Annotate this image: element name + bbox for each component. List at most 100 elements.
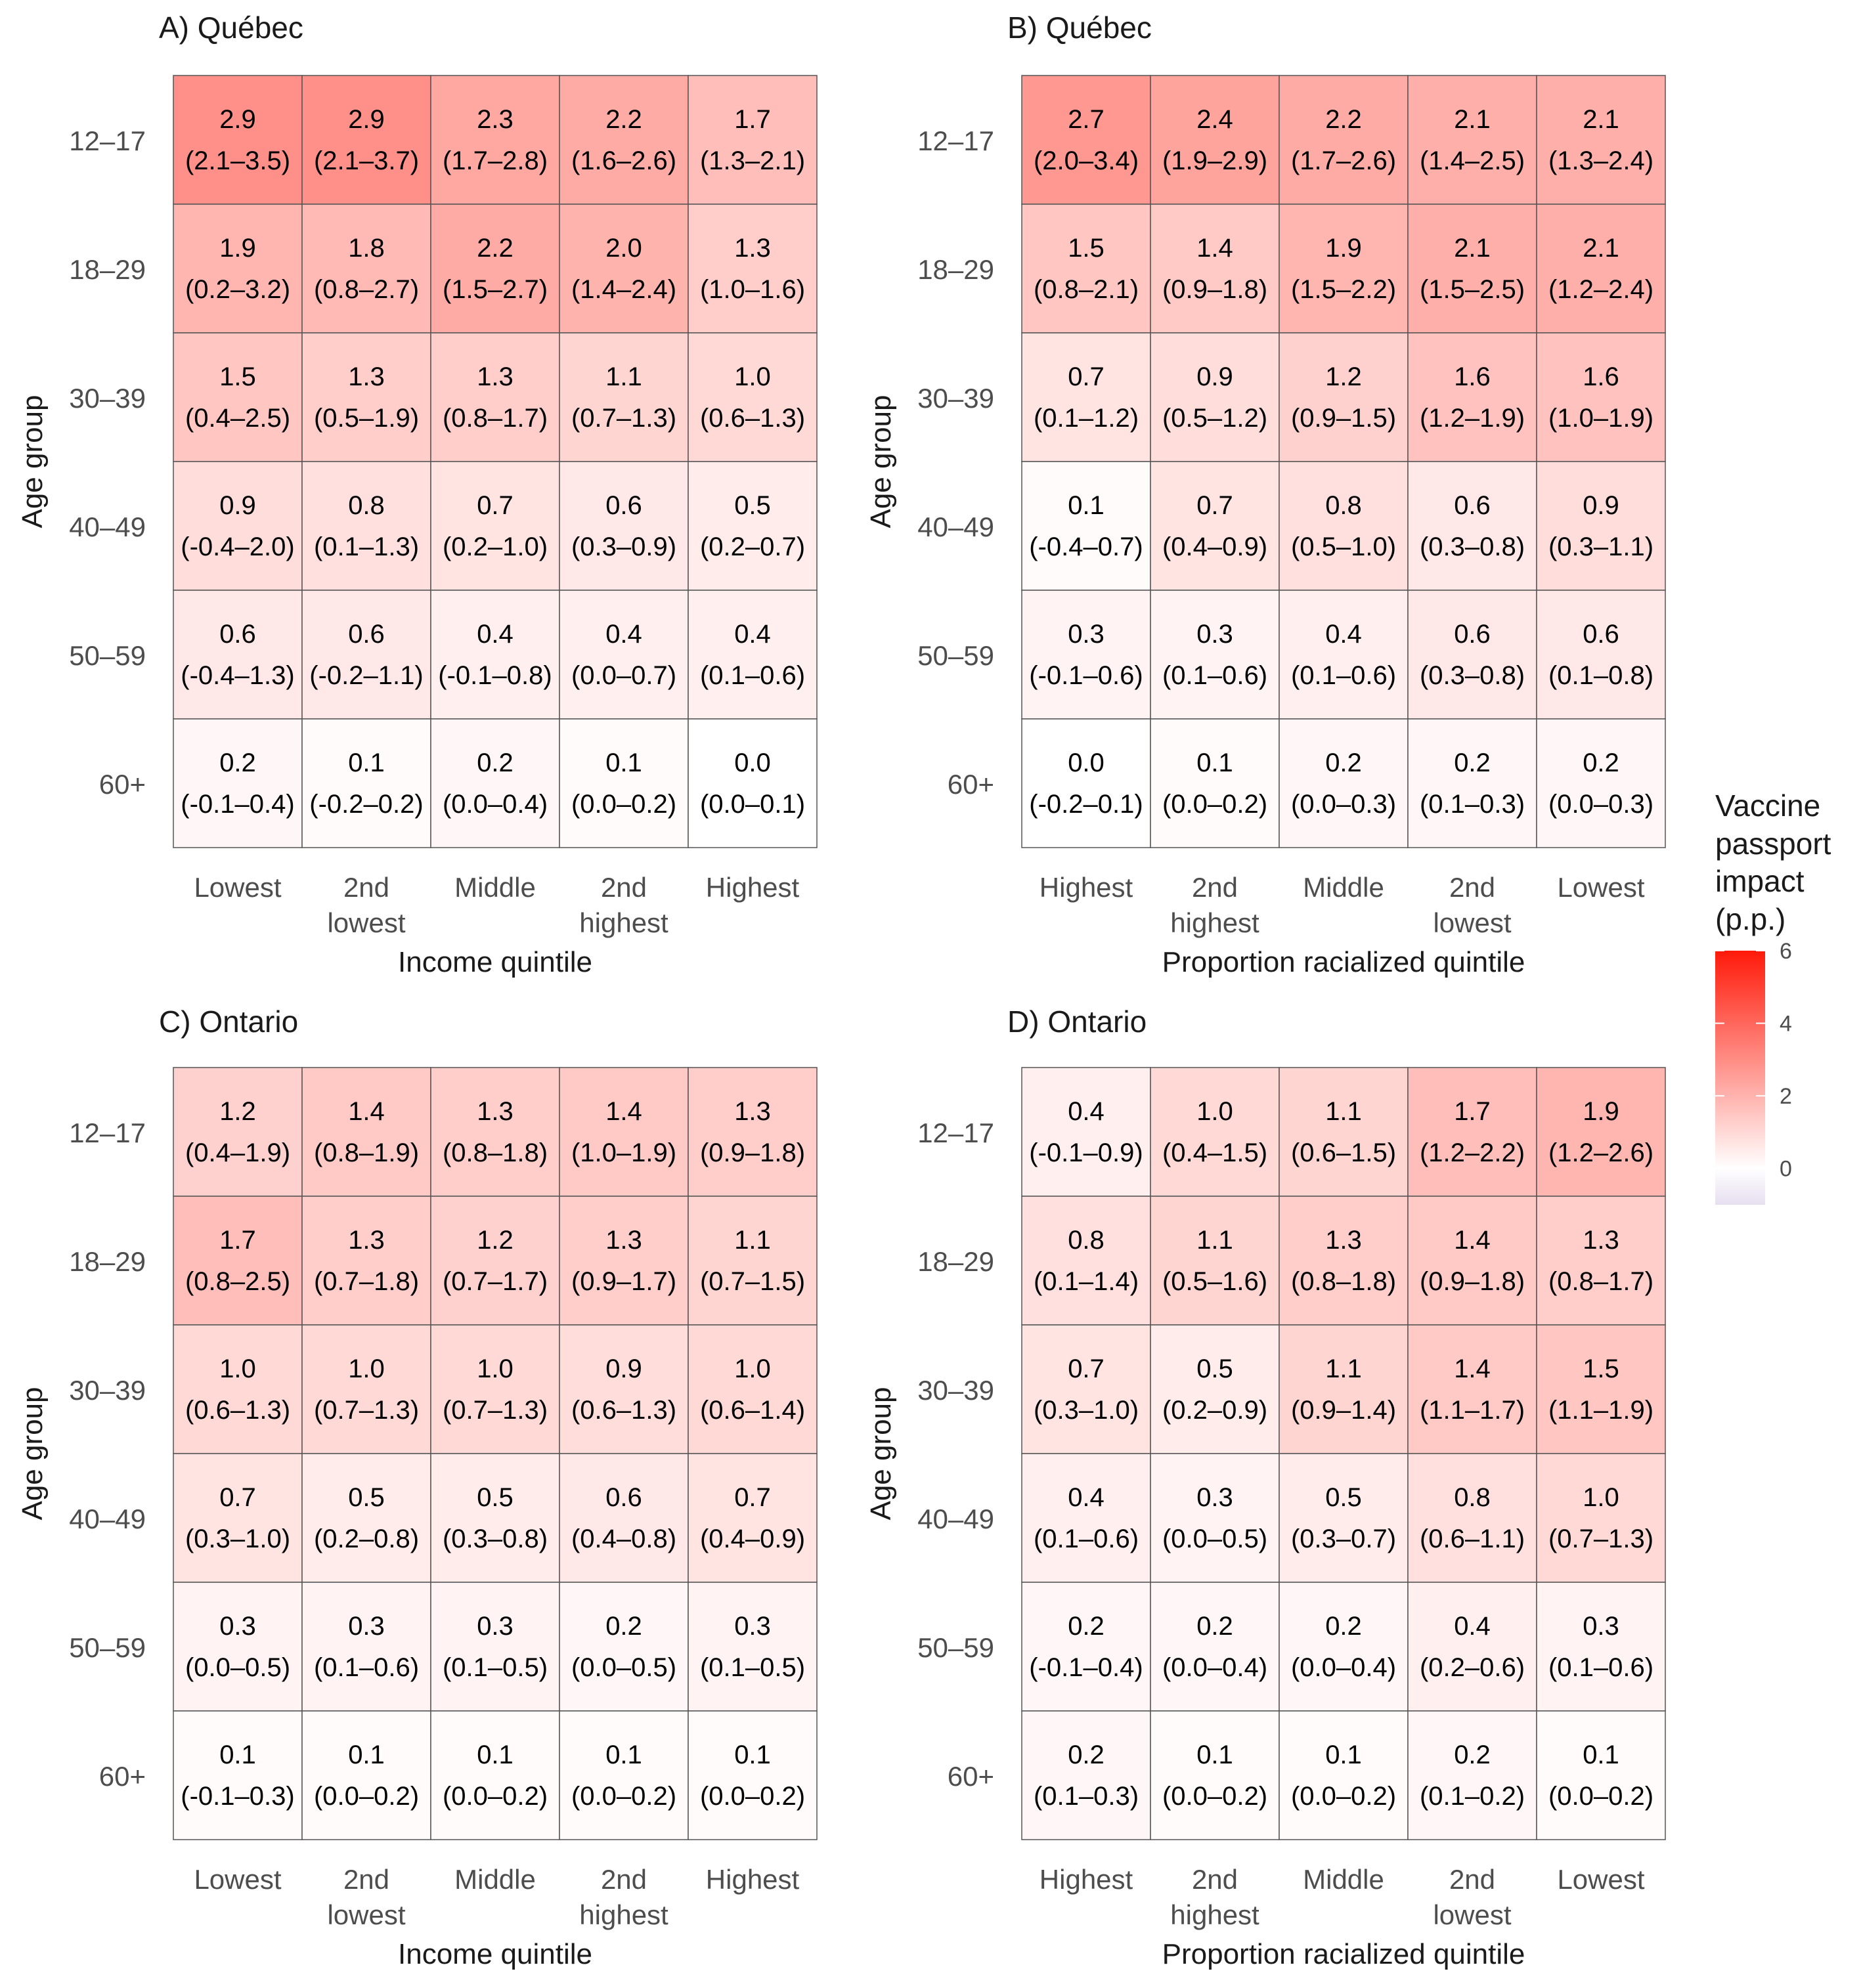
cell-value-label: 2.1	[1583, 105, 1619, 134]
y-tick-label: 30–39	[917, 1375, 994, 1406]
x-tick-label: 2nd	[343, 872, 389, 903]
cell-interval-label: (0.2–0.7)	[700, 532, 805, 561]
cell-value-label: 0.0	[734, 748, 771, 777]
heatmap-cell	[1279, 590, 1409, 720]
cell-interval-label: (0.7–1.3)	[314, 1396, 419, 1425]
cell-interval-label: (0.3–1.0)	[1034, 1396, 1139, 1425]
heatmap-cell	[1279, 1453, 1409, 1583]
heatmap-cell	[1407, 1324, 1537, 1454]
cell-interval-label: (-0.1–0.3)	[181, 1782, 294, 1811]
y-tick-label: 40–49	[917, 1503, 994, 1534]
cell-interval-label: (-0.1–0.4)	[1029, 1653, 1143, 1682]
x-tick-label: Lowest	[194, 872, 281, 903]
x-tick-label: highest	[1170, 907, 1259, 938]
heatmap-cell	[559, 590, 689, 720]
heatmap-cell	[430, 1324, 560, 1454]
cell-interval-label: (-0.2–0.2)	[309, 790, 423, 819]
heatmap-cell	[1279, 1710, 1409, 1840]
cell-value-label: 0.2	[1068, 1612, 1105, 1641]
x-tick-label: Lowest	[1557, 1864, 1644, 1895]
cell-interval-label: (0.4–0.9)	[1162, 532, 1267, 561]
x-tick-label: Highest	[706, 872, 800, 903]
cell-interval-label: (0.7–1.7)	[443, 1267, 548, 1296]
cell-interval-label: (0.1–0.3)	[1034, 1782, 1139, 1811]
cell-value-label: 1.3	[348, 362, 385, 391]
cell-value-label: 0.0	[1068, 748, 1105, 777]
cell-interval-label: (1.6–2.6)	[571, 146, 676, 175]
heatmap-cell	[301, 332, 431, 462]
y-axis-label: Age group	[865, 395, 897, 528]
heatmap-cell	[1407, 1710, 1537, 1840]
cell-interval-label: (0.2–3.2)	[185, 275, 290, 304]
heatmap-cell	[688, 204, 818, 334]
cell-value-label: 1.4	[605, 1097, 642, 1126]
cell-value-label: 0.8	[1325, 491, 1362, 520]
heatmap-cell	[1407, 204, 1537, 334]
cell-value-label: 0.3	[734, 1612, 771, 1641]
cell-interval-label: (1.2–2.4)	[1548, 275, 1653, 304]
cell-interval-label: (0.0–0.2)	[571, 1782, 676, 1811]
heatmap-cell	[1150, 590, 1280, 720]
heatmap-cell	[1536, 332, 1666, 462]
heatmap-cell	[1279, 204, 1409, 334]
cell-interval-label: (0.1–1.2)	[1034, 404, 1139, 433]
cell-value-label: 0.2	[219, 748, 256, 777]
heatmap-cell	[688, 1324, 818, 1454]
heatmap-cell	[301, 1067, 431, 1197]
cell-value-label: 0.5	[1325, 1483, 1362, 1512]
legend-tick-label: 0	[1780, 1157, 1792, 1182]
heatmap-cell	[1150, 1453, 1280, 1583]
cell-interval-label: (1.3–2.1)	[700, 146, 805, 175]
legend-title-line: Vaccine	[1715, 789, 1820, 823]
cell-interval-label: (0.3–0.9)	[571, 532, 676, 561]
heatmap-cell	[1536, 1324, 1666, 1454]
y-tick-label: 12–17	[917, 1117, 994, 1148]
heatmap-cell	[1536, 590, 1666, 720]
cell-interval-label: (0.0–0.2)	[1162, 1782, 1267, 1811]
cell-value-label: 0.4	[1068, 1097, 1105, 1126]
cell-interval-label: (0.0–0.2)	[700, 1782, 805, 1811]
cell-interval-label: (0.0–0.4)	[1291, 1653, 1396, 1682]
heatmap-cell	[1279, 1324, 1409, 1454]
cell-interval-label: (-0.1–0.4)	[181, 790, 294, 819]
legend-tick-label: 4	[1780, 1012, 1792, 1037]
heatmap-cell	[1150, 718, 1280, 848]
heatmap-cell	[1407, 1196, 1537, 1326]
heatmap-cell	[173, 1453, 303, 1583]
x-tick-label: highest	[579, 907, 668, 938]
cell-value-label: 0.3	[1583, 1612, 1619, 1641]
cell-interval-label: (0.0–0.2)	[443, 1782, 548, 1811]
cell-interval-label: (0.1–0.5)	[443, 1653, 548, 1682]
x-tick-label: lowest	[327, 907, 405, 938]
cell-interval-label: (0.9–1.4)	[1291, 1396, 1396, 1425]
cell-interval-label: (0.8–1.8)	[1291, 1267, 1396, 1296]
cell-interval-label: (0.3–1.1)	[1548, 532, 1653, 561]
heatmap-cell	[1407, 332, 1537, 462]
heatmap-cell	[430, 75, 560, 205]
cell-value-label: 1.0	[348, 1354, 385, 1383]
cell-value-label: 0.2	[1454, 748, 1491, 777]
cell-interval-label: (1.5–2.2)	[1291, 275, 1396, 304]
cell-value-label: 2.2	[1325, 105, 1362, 134]
heatmap-cell	[301, 1324, 431, 1454]
cell-interval-label: (1.5–2.5)	[1420, 275, 1525, 304]
heatmap-panel: C) Ontario 1.2 (0.4–1.9) 1.4 (0.8–1.9) 1.3 (0.…	[16, 1005, 818, 1970]
cell-interval-label: (0.4–1.5)	[1162, 1138, 1267, 1167]
cell-value-label: 1.6	[1583, 362, 1619, 391]
x-tick-label: 2nd	[601, 1864, 647, 1895]
cell-interval-label: (0.8–2.1)	[1034, 275, 1139, 304]
cell-value-label: 2.1	[1454, 234, 1491, 263]
heatmap-cell	[1407, 718, 1537, 848]
heatmap-cell	[688, 718, 818, 848]
cell-value-label: 0.7	[477, 491, 514, 520]
heatmap-cell	[1407, 590, 1537, 720]
cell-interval-label: (1.1–1.7)	[1420, 1396, 1525, 1425]
y-tick-label: 18–29	[69, 254, 146, 285]
cell-interval-label: (0.1–0.3)	[1420, 790, 1525, 819]
y-axis-label: Age group	[16, 395, 49, 528]
cell-interval-label: (0.2–0.6)	[1420, 1653, 1525, 1682]
x-tick-label: 2nd	[1449, 1864, 1495, 1895]
x-tick-label: lowest	[1433, 907, 1511, 938]
heatmap-cell	[301, 75, 431, 205]
